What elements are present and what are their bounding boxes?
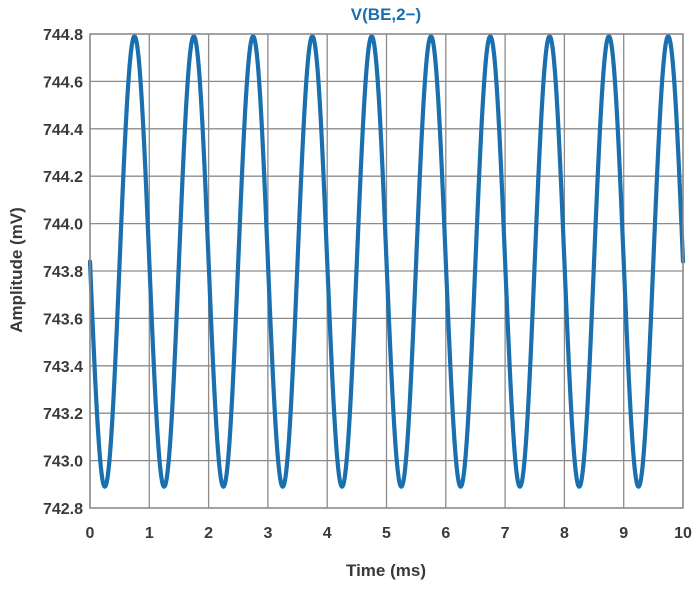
- x-tick-label: 3: [263, 525, 272, 542]
- y-tick-label: 744.0: [43, 217, 83, 234]
- x-axis-label: Time (ms): [346, 561, 426, 580]
- y-tick-label: 743.0: [43, 454, 83, 471]
- y-tick-label: 743.6: [43, 311, 83, 328]
- x-tick-label: 8: [560, 525, 569, 542]
- x-tick-label: 0: [86, 525, 95, 542]
- x-tick-label: 2: [204, 525, 213, 542]
- x-tick-labels: 0 1 2 3 4 5 6 7 8 9 10: [86, 525, 692, 542]
- x-tick-label: 5: [382, 525, 391, 542]
- y-tick-label: 743.2: [43, 406, 83, 423]
- x-tick-label: 6: [441, 525, 450, 542]
- x-tick-label: 7: [501, 525, 510, 542]
- y-tick-label: 744.2: [43, 169, 83, 186]
- y-tick-label: 743.4: [43, 359, 83, 376]
- y-tick-label: 744.4: [43, 122, 83, 139]
- x-tick-label: 4: [323, 525, 332, 542]
- series-line-vbe: [87, 34, 686, 489]
- y-tick-label: 743.8: [43, 264, 83, 281]
- legend-series-label: V(BE,2−): [351, 5, 421, 24]
- frame-layer: [89, 33, 684, 509]
- x-tick-label: 9: [619, 525, 628, 542]
- y-axis-label: Amplitude (mV): [7, 207, 26, 333]
- y-tick-label: 742.8: [43, 501, 83, 518]
- x-tick-label: 10: [674, 525, 692, 542]
- plot-frame: [89, 33, 684, 509]
- x-tick-label: 1: [145, 525, 154, 542]
- y-tick-labels: 742.8 743.0 743.2 743.4 743.6 743.8 744.0 744.2…: [43, 27, 83, 518]
- y-tick-label: 744.6: [43, 74, 83, 91]
- y-tick-label: 744.8: [43, 27, 83, 44]
- series-layer: [87, 34, 686, 489]
